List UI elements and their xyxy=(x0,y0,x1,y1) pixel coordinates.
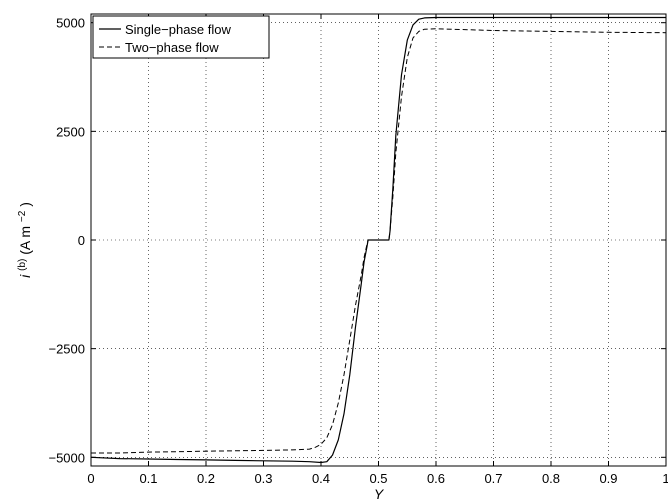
axis-ticks xyxy=(90,14,667,466)
y-tick-label: −5000 xyxy=(48,450,85,465)
x-tick-label: 0.7 xyxy=(484,471,502,486)
x-axis-label: Y xyxy=(374,486,385,502)
x-tick-label: 0.1 xyxy=(139,471,157,486)
x-tick-label: 0.5 xyxy=(369,471,387,486)
y-axis-label-unit-exponent: −2 xyxy=(17,210,28,222)
y-axis-label-unit-prefix: (A m xyxy=(17,226,33,255)
x-tick-label: 0.9 xyxy=(599,471,617,486)
x-tick-label: 0.4 xyxy=(312,471,330,486)
x-tick-label: 0.2 xyxy=(197,471,215,486)
y-axis-label: i (b) (A m −2 ) xyxy=(17,202,34,278)
series-line-two-phase xyxy=(91,28,667,454)
x-tick-label: 0.6 xyxy=(427,471,445,486)
series-lines xyxy=(90,16,667,464)
x-tick-label: 0 xyxy=(87,471,94,486)
legend-label-two-phase: Two−phase flow xyxy=(125,40,219,55)
x-tick-label: 0.3 xyxy=(254,471,272,486)
x-tick-labels: 0 0.1 0.2 0.3 0.4 0.5 0.6 0.7 0.8 0.9 1 xyxy=(87,471,668,486)
y-axis-label-superscript: (b) xyxy=(17,259,28,271)
legend-label-single-phase: Single−phase flow xyxy=(125,22,231,37)
x-tick-label: 1 xyxy=(662,471,668,486)
x-tick-label: 0.8 xyxy=(542,471,560,486)
y-tick-labels: −5000 −2500 0 2500 5000 xyxy=(48,16,85,466)
grid xyxy=(91,14,666,466)
y-tick-label: 5000 xyxy=(56,16,85,31)
y-axis-label-unit-suffix: ) xyxy=(17,202,33,207)
legend: Single−phase flow Two−phase flow xyxy=(92,15,270,59)
y-tick-label: −2500 xyxy=(48,342,85,357)
y-tick-label: 2500 xyxy=(56,124,85,139)
legend-box xyxy=(92,15,270,59)
y-axis-label-main: i xyxy=(17,274,33,278)
y-tick-label: 0 xyxy=(78,233,85,248)
